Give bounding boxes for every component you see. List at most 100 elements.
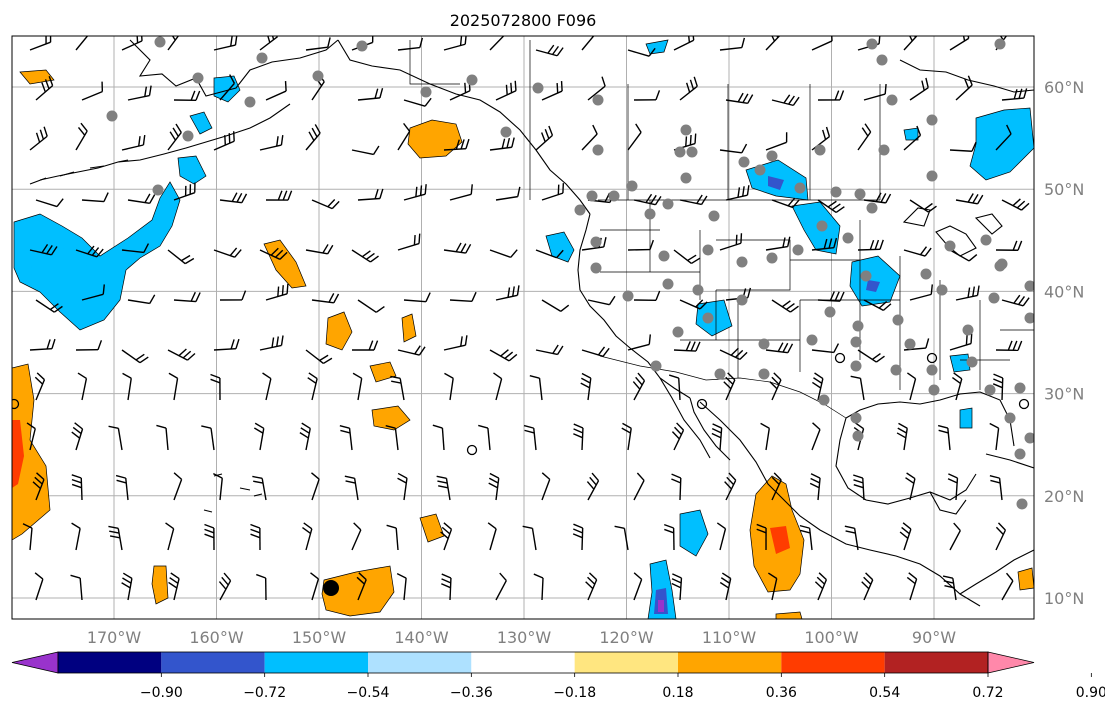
- wind-barb: [127, 85, 152, 101]
- wind-barb: [724, 472, 737, 501]
- station-marker: [980, 234, 992, 246]
- wind-barb: [899, 522, 912, 551]
- markers: [12, 352, 1030, 596]
- positive-anomaly-pacific-6: [419, 513, 445, 543]
- wind-barb: [344, 475, 359, 501]
- wind-barb: [679, 299, 708, 310]
- open-circle-marker: [12, 398, 20, 410]
- positive-anomaly-pacific-7: [151, 565, 169, 605]
- wind-barb: [614, 525, 629, 551]
- longitude-tick-label: 120°W: [599, 628, 654, 647]
- station-marker: [356, 40, 368, 52]
- longitude-tick-label: 90°W: [912, 628, 956, 647]
- station-marker: [1016, 498, 1028, 510]
- wind-barb: [115, 474, 129, 501]
- wind-barb: [351, 522, 362, 551]
- wind-barb: [587, 295, 616, 306]
- latitude-tick-label: 50°N: [1044, 180, 1084, 199]
- colorbar-segment: [264, 652, 368, 673]
- station-marker: [876, 54, 888, 66]
- wind-barb: [523, 424, 537, 451]
- wind-barb: [305, 37, 331, 51]
- station-marker: [886, 94, 898, 106]
- wind-barb: [586, 472, 600, 501]
- wind-barb: [495, 572, 507, 601]
- negative-anomaly-pacific-west-inner: [30, 246, 100, 316]
- wind-barb: [250, 523, 261, 551]
- wind-barb: [121, 36, 143, 51]
- negative-anomaly-gulf: [959, 407, 973, 429]
- wind-barb: [173, 90, 201, 101]
- wind-barb: [817, 199, 845, 214]
- wind-barb: [71, 422, 84, 451]
- wind-barb: [909, 77, 929, 101]
- canada-provinces: [409, 40, 881, 200]
- station-marker: [662, 198, 674, 210]
- wind-barb: [173, 472, 183, 501]
- station-marker: [674, 146, 686, 158]
- colorbar-outline: [57, 651, 989, 674]
- wind-barb: [989, 422, 1000, 451]
- wind-barb: [896, 422, 908, 451]
- station-marker: [854, 188, 866, 200]
- wind-barb: [1001, 294, 1030, 307]
- negative-anomaly-east-pacific-2-deep: [658, 600, 664, 612]
- wind-barb: [535, 344, 564, 356]
- station-marker: [680, 124, 692, 136]
- wind-barb: [173, 291, 201, 303]
- wind-barb: [436, 475, 451, 501]
- mexico-west-coast: [699, 401, 981, 607]
- station-marker: [794, 182, 806, 194]
- wind-barb: [811, 126, 831, 151]
- station-marker: [816, 220, 828, 232]
- open-circle-marker: [466, 444, 478, 456]
- wind-barb: [75, 122, 88, 151]
- positive-anomaly-pacific-5: [371, 405, 411, 431]
- wind-barb: [719, 233, 743, 251]
- wind-barb: [351, 340, 379, 351]
- stations: [106, 36, 1034, 510]
- wind-barb: [351, 145, 380, 156]
- station-marker: [988, 292, 1000, 304]
- wind-barb: [443, 138, 470, 151]
- wind-barb: [850, 375, 865, 401]
- wind-barb: [81, 192, 109, 203]
- wind-barb: [587, 76, 606, 101]
- station-marker: [758, 368, 770, 380]
- wind-barb: [679, 76, 698, 101]
- wind-barb: [949, 249, 978, 262]
- wind-barb: [909, 284, 933, 301]
- wind-barb: [719, 37, 746, 51]
- wind-barb: [71, 474, 83, 501]
- wind-barb: [863, 192, 892, 204]
- wind-barb: [771, 94, 800, 107]
- wind-barb: [444, 372, 454, 401]
- station-marker: [420, 86, 432, 98]
- wind-barb: [489, 349, 518, 362]
- wind-barb: [305, 244, 334, 255]
- station-marker: [702, 312, 714, 324]
- wind-barb: [390, 375, 405, 401]
- station-marker: [692, 284, 704, 296]
- wind-barb: [75, 36, 89, 51]
- wind-barb: [632, 372, 646, 401]
- station-marker: [850, 360, 862, 372]
- station-marker: [244, 96, 256, 108]
- colorbar-tick-label: −0.90: [140, 685, 183, 701]
- station-marker: [866, 202, 878, 214]
- wind-barb: [541, 299, 570, 312]
- station-marker: [754, 164, 766, 176]
- wind-barb: [213, 247, 242, 258]
- wind-barb: [673, 36, 695, 51]
- colorbar-tick-label: −0.54: [347, 685, 390, 701]
- wind-barb: [906, 372, 917, 401]
- wind-barb: [127, 294, 156, 305]
- wind-barb: [716, 522, 727, 551]
- wind-barbs: [22, 36, 1030, 601]
- station-marker: [996, 258, 1008, 270]
- station-marker: [532, 82, 544, 94]
- wind-barb: [573, 423, 584, 451]
- station-marker: [766, 252, 778, 264]
- wind-barb: [769, 372, 782, 401]
- wind-barb: [995, 340, 1023, 352]
